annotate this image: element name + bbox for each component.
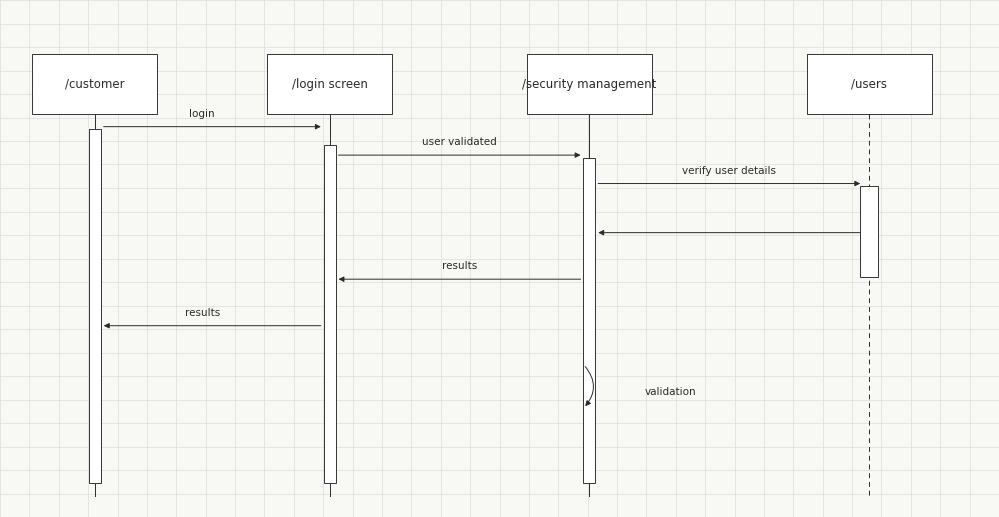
- Text: verify user details: verify user details: [682, 166, 776, 176]
- Text: /users: /users: [851, 78, 887, 90]
- Bar: [324, 145, 336, 483]
- Text: validation: validation: [644, 387, 696, 397]
- Bar: [807, 54, 931, 114]
- Text: /login screen: /login screen: [292, 78, 368, 90]
- Bar: [32, 54, 158, 114]
- Bar: [268, 54, 392, 114]
- Text: /security management: /security management: [522, 78, 656, 90]
- Bar: [860, 186, 878, 277]
- Text: user validated: user validated: [423, 138, 497, 147]
- Text: results: results: [442, 262, 478, 271]
- Text: /customer: /customer: [65, 78, 125, 90]
- Bar: [527, 54, 651, 114]
- Text: login: login: [190, 109, 215, 119]
- Bar: [89, 129, 101, 483]
- Bar: [583, 158, 595, 483]
- Text: results: results: [185, 308, 220, 318]
